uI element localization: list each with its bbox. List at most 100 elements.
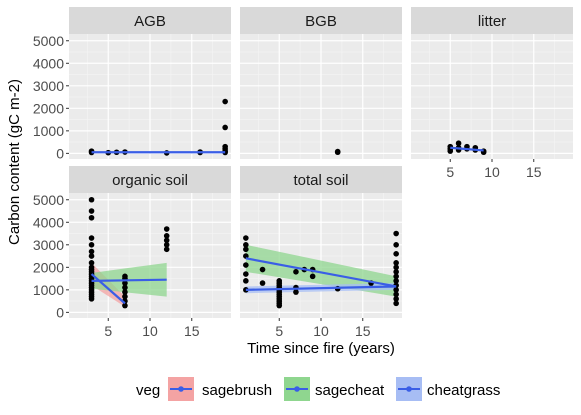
data-point: [309, 273, 316, 280]
legend: veg sagebrush sagecheat cheatgrass: [136, 377, 500, 401]
data-point: [393, 260, 399, 266]
x-tick-label: 5: [446, 164, 454, 180]
x-axis-label: Time since fire (years): [247, 340, 395, 357]
data-point: [393, 264, 399, 271]
strip-organic-soil: [69, 166, 231, 193]
y-tick-label: 5000: [33, 33, 64, 49]
data-point: [88, 248, 95, 255]
data-point: [122, 302, 128, 309]
legend-label-sagecheat: sagecheat: [315, 382, 385, 399]
data-point: [163, 242, 170, 248]
data-point: [222, 124, 228, 131]
data-point: [276, 278, 283, 284]
regression-line-cheatgrass: [450, 146, 484, 152]
data-point: [88, 214, 95, 221]
data-point: [393, 278, 399, 284]
data-point: [259, 280, 266, 286]
data-point: [393, 242, 399, 248]
data-point: [334, 148, 341, 155]
data-point: [393, 251, 399, 257]
panel-agb: AGB 0 1000 2000 3000 4000 5000: [33, 7, 231, 161]
data-point: [393, 287, 399, 293]
x-tick-label: 10: [484, 164, 500, 180]
strip-bgb: [240, 7, 402, 34]
data-point: [259, 266, 266, 273]
data-point: [163, 237, 170, 244]
strip-litter: [411, 7, 573, 34]
regression-line-sagecheat: [91, 278, 167, 282]
data-point: [293, 269, 299, 275]
x-tick-label: 15: [184, 323, 200, 339]
data-point: [393, 296, 399, 302]
data-point: [243, 235, 249, 241]
y-tick-label: 1000: [33, 282, 64, 298]
legend-label-cheatgrass: cheatgrass: [427, 382, 500, 399]
panel-title-agb: AGB: [134, 13, 166, 30]
legend-key-point-cheatgrass: [406, 386, 412, 392]
data-point: [88, 208, 95, 214]
data-point: [393, 273, 399, 280]
panel-title-litter: litter: [478, 13, 506, 30]
data-point: [243, 271, 249, 277]
strip-agb: [69, 7, 231, 34]
x-tick-label: 15: [526, 164, 542, 180]
y-tick-label: 3000: [33, 78, 64, 94]
panel-title-organic-soil: organic soil: [112, 172, 188, 189]
y-tick-label: 4000: [33, 214, 64, 230]
y-axis-label: Carbon content (gC m-2): [6, 79, 23, 245]
data-point: [243, 246, 249, 253]
y-tick-label: 4000: [33, 55, 64, 71]
y-tick-label: 3000: [33, 237, 64, 253]
x-tick-label: 5: [275, 323, 283, 339]
data-point: [88, 196, 95, 203]
confidence-band-sagecheat: [245, 244, 397, 297]
panel-organic-soil: organic soil 0 1000 2000 3000 4000 5000 5 10 15: [33, 166, 231, 339]
data-point: [88, 264, 95, 271]
data-point: [88, 260, 95, 266]
data-point: [393, 230, 399, 237]
data-point: [122, 293, 128, 300]
data-point: [122, 284, 128, 291]
data-point: [163, 246, 170, 253]
data-point: [243, 278, 249, 284]
y-tick-label: 2000: [33, 100, 64, 116]
panel-total-soil: total soil 5 10 15: [240, 166, 402, 339]
data-point: [243, 262, 249, 268]
data-point: [163, 226, 170, 232]
data-point: [88, 253, 95, 259]
data-point: [122, 273, 128, 280]
panel-bgb: BGB: [240, 7, 402, 159]
data-point: [393, 269, 399, 275]
legend-key-point-sagebrush: [178, 386, 184, 392]
data-point: [393, 300, 399, 307]
data-point: [122, 280, 128, 286]
data-point: [243, 242, 249, 248]
data-point: [88, 242, 95, 248]
x-tick-label: 10: [142, 323, 158, 339]
data-point: [222, 98, 228, 105]
regression-line-cheatgrass: [245, 285, 397, 291]
data-point: [243, 287, 249, 293]
y-tick-label: 0: [56, 145, 64, 161]
y-tick-label: 1000: [33, 123, 64, 139]
data-point: [163, 232, 170, 239]
panel-title-total-soil: total soil: [293, 172, 348, 189]
legend-key-point-sagecheat: [294, 386, 300, 392]
data-point: [88, 235, 95, 241]
data-point: [122, 289, 128, 295]
strip-total-soil: [240, 166, 402, 193]
data-point: [222, 143, 228, 150]
y-tick-label: 5000: [33, 192, 64, 208]
x-tick-label: 10: [313, 323, 329, 339]
panel-litter: litter 5 10 15: [411, 7, 573, 180]
y-tick-label: 0: [56, 304, 64, 320]
y-tick-label: 2000: [33, 259, 64, 275]
x-tick-label: 5: [104, 323, 112, 339]
data-point: [455, 140, 462, 147]
x-tick-label: 15: [355, 323, 371, 339]
regression-line-sagecheat: [245, 257, 397, 288]
regression-line-sagebrush: [90, 273, 126, 305]
data-point: [293, 289, 299, 295]
